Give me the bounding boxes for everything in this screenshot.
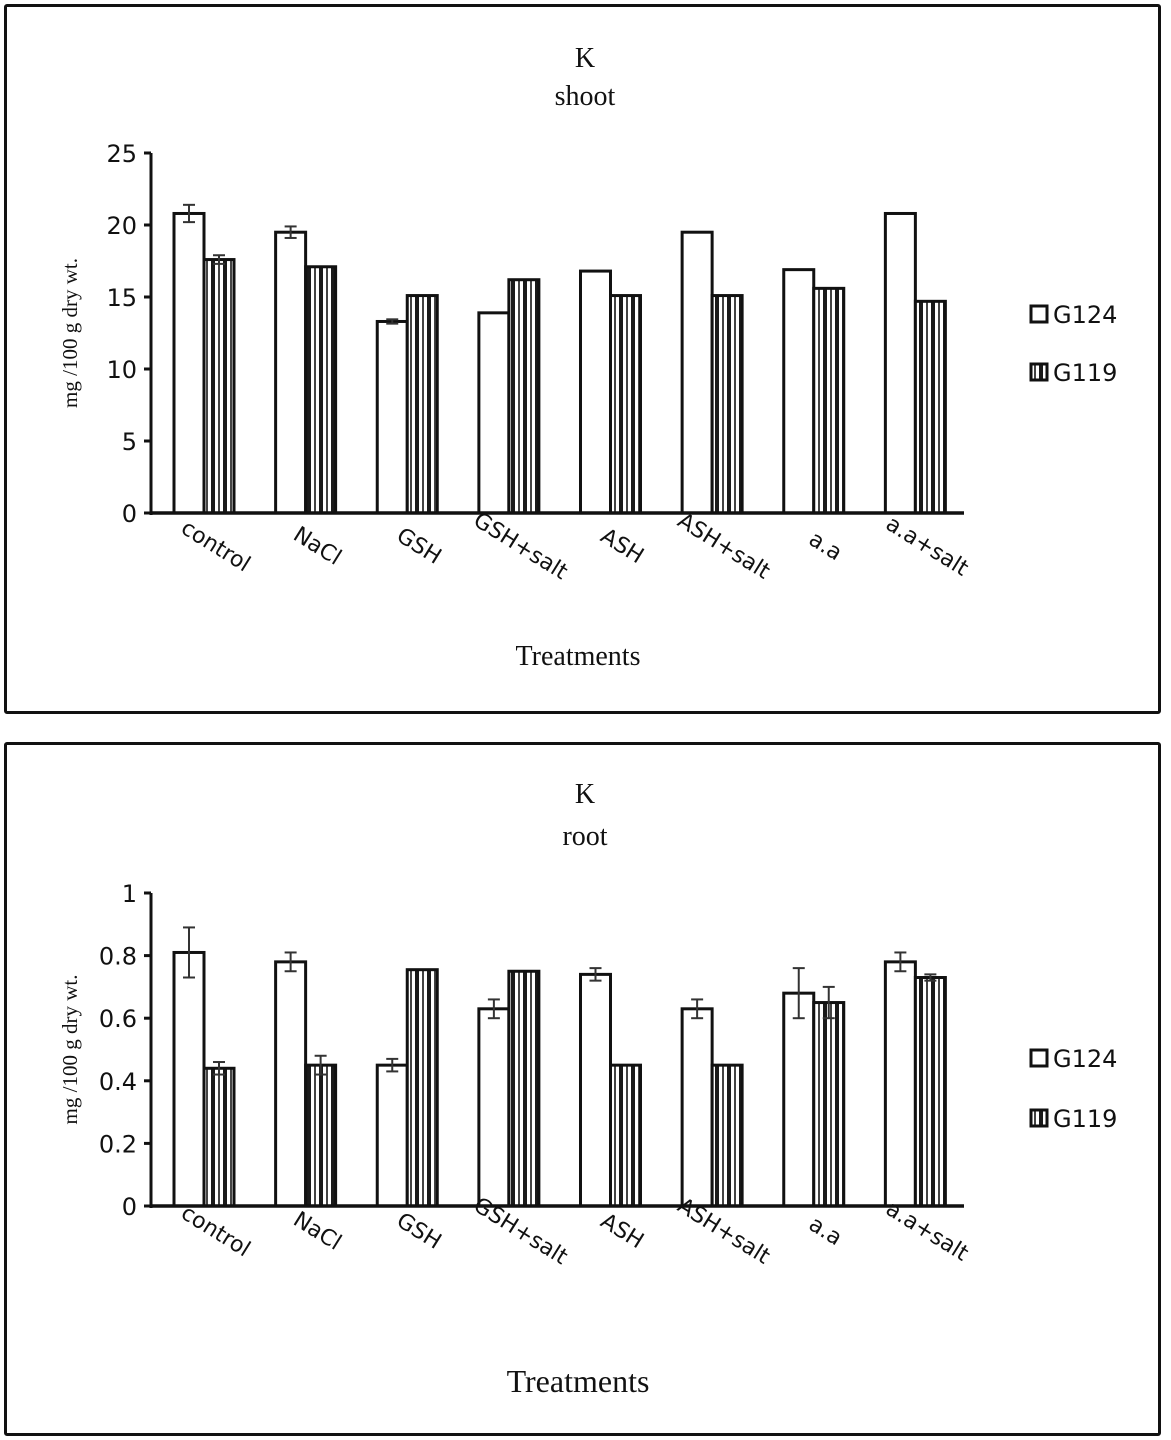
x-tick-label: a.a [804,1212,846,1251]
y-tick-label: 0 [122,500,137,528]
legend-swatch-g119 [1029,362,1049,382]
legend-label-g119: G119 [1053,359,1117,387]
y-tick-label: 1 [122,880,137,908]
bar-g124-ash-salt [680,1007,714,1208]
chart-subtitle: root [562,821,607,852]
bar-g119-nacl [304,1063,338,1208]
bar-g124-a-a [782,268,816,515]
legend-swatch-g119 [1029,1108,1049,1128]
x-tick-label: ASH [596,524,648,569]
bar-g124-gsh [375,319,409,515]
bar-g119-ash [609,1063,642,1208]
error-bar [589,967,602,982]
error-bar [183,926,195,979]
bar-g119-a-a [812,1001,846,1208]
bar-g124-gsh [375,1063,409,1208]
bar-g119-ash-salt [710,294,744,515]
x-tick-label: a.a [804,527,846,566]
bar-g119-control [202,1066,236,1208]
x-tick-label: GSH [392,1208,446,1254]
bar-g124-ash [579,269,612,515]
bar-g124-control [172,950,206,1208]
bar-g124-nacl [274,960,308,1208]
error-bar [924,973,937,982]
x-tick-label: ASH+salt [673,508,774,584]
bar-g124-nacl [274,230,308,515]
chart-title: K [575,779,595,810]
x-axis-label: Treatments [516,641,641,672]
bar-g124-control [172,211,206,515]
bar-g119-control [202,258,236,515]
x-tick-label: control [176,516,254,578]
chart-subtitle: shoot [555,81,616,112]
y-tick-label: 0.6 [99,1005,137,1033]
y-tick-label: 0.8 [99,943,137,971]
y-tick-label: 0.2 [99,1130,137,1158]
y-axis-label: mg /100 g dry wt. [58,258,82,408]
error-bar [183,203,195,224]
error-bar [894,951,907,973]
bar-g124-ash [579,972,612,1208]
bar-g119-gsh [405,294,439,515]
y-tick-label: 25 [106,140,137,168]
error-bar [213,1061,225,1076]
error-bar [314,1054,327,1076]
legend-label-g119: G119 [1053,1105,1117,1133]
x-tick-label: control [176,1201,254,1263]
bar-g124-gsh-salt [477,311,511,515]
x-tick-label: ASH [596,1209,648,1254]
y-axis-label: mg /100 g dry wt. [58,975,82,1125]
legend: G124 G119 [1029,1045,1117,1133]
error-bar [822,985,835,1020]
x-tick-label: GSH+salt [469,508,572,585]
legend-label-g124: G124 [1053,1045,1117,1073]
bar-g119-a-a [812,286,846,515]
y-tick-label: 0.4 [99,1068,137,1096]
x-tick-label: NaCl [289,522,346,570]
x-tick-label: NaCl [289,1207,346,1255]
error-bar [386,318,399,325]
bar-g119-a-a-salt [913,976,947,1208]
x-axis-label: Treatments [507,1363,650,1399]
y-tick-label: 5 [122,428,137,456]
x-tick-label: a.a+salt [881,511,973,581]
bar-g124-a-a-salt [883,211,917,515]
bar-g119-gsh-salt [507,278,541,515]
chart-title: K [575,43,595,74]
bar-g119-ash [609,294,642,515]
y-tick-label: 20 [106,212,137,240]
bar-g119-gsh-salt [507,969,541,1208]
error-bar [792,967,805,1020]
x-tick-label: GSH [392,523,446,569]
error-bar [284,951,297,973]
bar-g119-nacl [304,265,338,515]
error-bar [213,254,225,265]
bar-g124-a-a [782,991,816,1208]
legend-label-g124: G124 [1053,301,1117,329]
error-bar [386,1057,399,1073]
error-bar [691,998,704,1020]
bar-g119-a-a-salt [913,299,947,515]
bar-g124-ash-salt [680,230,714,515]
y-tick-label: 10 [106,356,137,384]
legend: G124 G119 [1029,301,1117,387]
bar-g124-a-a-salt [883,960,917,1208]
bar-g119-gsh [405,968,439,1208]
bar-g119-ash-salt [710,1063,744,1208]
legend-swatch-g124 [1029,304,1049,324]
y-tick-label: 15 [106,284,137,312]
y-tick-label: 0 [122,1193,137,1221]
error-bar [487,998,500,1020]
legend-swatch-g124 [1029,1048,1049,1068]
error-bar [284,225,297,239]
bar-g124-gsh-salt [477,1007,511,1208]
